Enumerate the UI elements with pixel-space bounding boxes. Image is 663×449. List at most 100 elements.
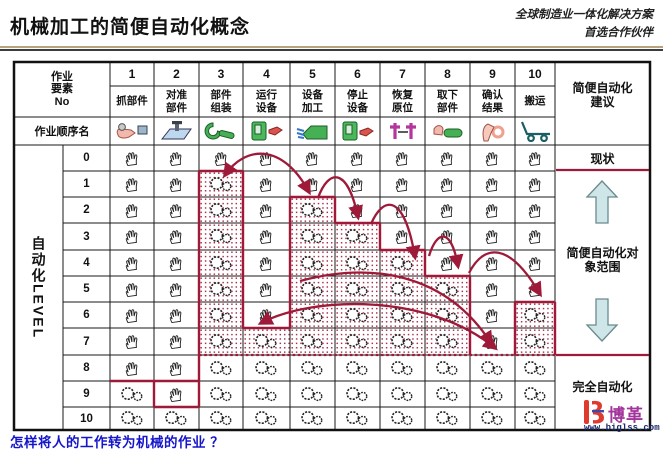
hand-icon bbox=[393, 149, 412, 168]
gears-icon bbox=[298, 359, 327, 378]
hand-icon bbox=[167, 332, 186, 351]
hand-icon bbox=[167, 359, 186, 378]
cell-r10-c2 bbox=[154, 407, 199, 430]
cell-r2-c3 bbox=[199, 197, 243, 223]
footer-question: 怎样将人的工作转为机械的作业 ？ bbox=[10, 435, 225, 449]
logo-b-icon bbox=[584, 400, 604, 424]
cell-r6-c2 bbox=[154, 302, 199, 328]
gears-icon bbox=[433, 385, 462, 404]
cell-r5-c3 bbox=[199, 276, 243, 302]
cell-r1-c1 bbox=[110, 171, 154, 197]
gears-icon bbox=[388, 385, 417, 404]
hand-icon bbox=[167, 201, 186, 220]
cell-r10-c5 bbox=[290, 407, 335, 430]
cell-r0-c10 bbox=[515, 145, 555, 171]
gears-icon bbox=[388, 409, 417, 428]
company-tagline: 全球制造业一体化解决方案 首选合作伙伴 bbox=[515, 6, 653, 43]
cell-r7-c3 bbox=[199, 328, 243, 355]
cell-r10-c7 bbox=[380, 407, 425, 430]
gears-icon bbox=[207, 385, 236, 404]
cell-r0-c8 bbox=[425, 145, 470, 171]
gears-icon bbox=[478, 385, 507, 404]
column-icon-cell bbox=[335, 117, 380, 145]
hand-icon bbox=[526, 280, 545, 299]
cell-r3-c9 bbox=[470, 223, 515, 250]
logo-url: www.biglss.com bbox=[584, 423, 660, 433]
cell-r3-c6 bbox=[335, 223, 380, 250]
cell-r3-c1 bbox=[110, 223, 154, 250]
cell-r7-c9 bbox=[470, 328, 515, 355]
hand-icon bbox=[123, 149, 142, 168]
gears-icon bbox=[343, 227, 372, 246]
cell-r9-c3 bbox=[199, 381, 243, 407]
cell-r5-c5 bbox=[290, 276, 335, 302]
cell-r2-c4 bbox=[243, 197, 290, 223]
cell-r5-c6 bbox=[335, 276, 380, 302]
hand-icon bbox=[438, 254, 457, 273]
hand-icon bbox=[483, 332, 502, 351]
cell-r2-c2 bbox=[154, 197, 199, 223]
column-label-2: 对准 部件 bbox=[166, 89, 187, 114]
gears-icon bbox=[118, 385, 147, 404]
gears-icon bbox=[343, 359, 372, 378]
cell-r3-c4 bbox=[243, 223, 290, 250]
column-label-1: 抓部件 bbox=[116, 95, 148, 108]
cell-r9-c8 bbox=[425, 381, 470, 407]
cell-r1-c9 bbox=[470, 171, 515, 197]
row-number-6: 6 bbox=[83, 309, 90, 321]
column-number-6: 6 bbox=[354, 67, 361, 81]
cell-r4-c6 bbox=[335, 250, 380, 276]
gears-icon bbox=[521, 385, 550, 404]
gears-icon bbox=[207, 254, 236, 273]
column-number-9: 9 bbox=[489, 67, 496, 81]
gears-icon bbox=[521, 306, 550, 325]
company-logo: 博革 www.biglss.com bbox=[584, 399, 660, 445]
cell-r2-c1 bbox=[110, 197, 154, 223]
cell-r1-c6 bbox=[335, 171, 380, 197]
gears-icon bbox=[388, 332, 417, 351]
gears-icon bbox=[433, 332, 462, 351]
hand-icon bbox=[123, 359, 142, 378]
column-label-8: 取下 部件 bbox=[437, 89, 458, 114]
cell-r6-c7 bbox=[380, 302, 425, 328]
column-label-6: 停止 设备 bbox=[347, 89, 368, 114]
cell-r1-c7 bbox=[380, 171, 425, 197]
row-number-1: 1 bbox=[83, 178, 90, 190]
cell-r7-c5 bbox=[290, 328, 335, 355]
row-number-4: 4 bbox=[83, 257, 90, 269]
column-icon-cell bbox=[470, 117, 515, 145]
gears-icon bbox=[252, 332, 281, 351]
logo-text: 博革 bbox=[608, 406, 644, 425]
cell-r8-c8 bbox=[425, 355, 470, 381]
cell-r7-c1 bbox=[110, 328, 154, 355]
gears-icon bbox=[298, 385, 327, 404]
cell-r8-c5 bbox=[290, 355, 335, 381]
cell-r8-c4 bbox=[243, 355, 290, 381]
gears-icon bbox=[521, 359, 550, 378]
cell-r5-c10 bbox=[515, 276, 555, 302]
gears-icon bbox=[343, 332, 372, 351]
cell-r6-c8 bbox=[425, 302, 470, 328]
hand-icon bbox=[483, 201, 502, 220]
gears-icon bbox=[298, 201, 327, 220]
hand-icon bbox=[393, 201, 412, 220]
hand-icon bbox=[438, 201, 457, 220]
run-equipment-icon bbox=[249, 120, 285, 142]
hand-icon bbox=[483, 227, 502, 246]
hand-icon bbox=[526, 227, 545, 246]
row-number-0: 0 bbox=[83, 152, 90, 164]
cell-r0-c7 bbox=[380, 145, 425, 171]
hand-icon bbox=[438, 175, 457, 194]
cell-r8-c9 bbox=[470, 355, 515, 381]
cell-r2-c5 bbox=[290, 197, 335, 223]
cell-r6-c4 bbox=[243, 302, 290, 328]
gears-icon bbox=[343, 280, 372, 299]
gears-icon bbox=[478, 409, 507, 428]
tagline-line1: 全球制造业一体化解决方案 bbox=[515, 9, 653, 21]
row-number-5: 5 bbox=[83, 283, 90, 295]
column-icon-cell bbox=[425, 117, 470, 145]
row-number-10: 10 bbox=[80, 412, 93, 425]
column-label-10: 搬运 bbox=[524, 95, 546, 108]
cell-r6-c3 bbox=[199, 302, 243, 328]
